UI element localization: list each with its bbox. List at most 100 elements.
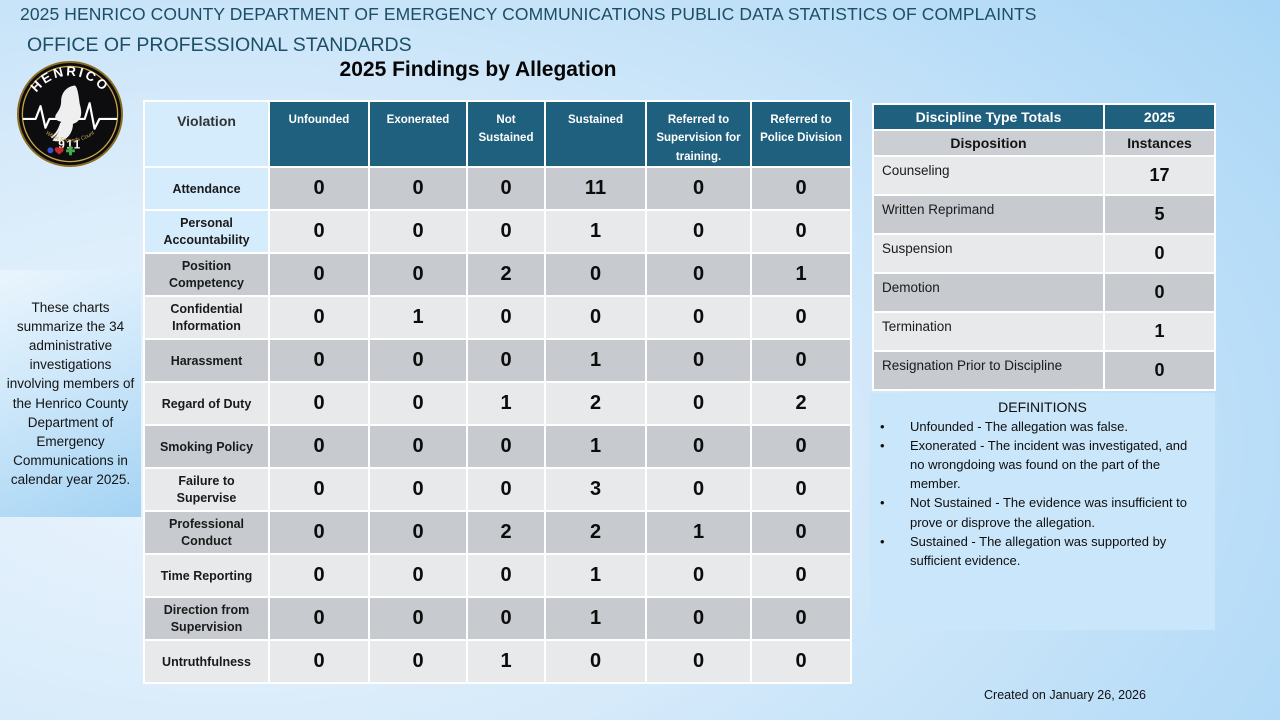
value-cell: 0 bbox=[468, 555, 544, 597]
value-cell: 0 bbox=[270, 555, 368, 597]
definitions-box: DEFINITIONS • Unfounded - The allegation … bbox=[870, 393, 1215, 630]
value-cell: 2 bbox=[752, 383, 850, 425]
disposition-cell: Resignation Prior to Discipline bbox=[874, 352, 1103, 389]
discipline-row: Written Reprimand 5 bbox=[874, 196, 1214, 233]
disposition-cell: Written Reprimand bbox=[874, 196, 1103, 233]
instances-cell: 0 bbox=[1105, 352, 1214, 389]
discipline-row: Resignation Prior to Discipline 0 bbox=[874, 352, 1214, 389]
violation-cell: Regard of Duty bbox=[145, 383, 268, 425]
value-cell: 0 bbox=[647, 426, 750, 468]
value-cell: 0 bbox=[370, 469, 466, 511]
summary-note: These charts summarize the 34 administra… bbox=[0, 270, 141, 517]
definition-text: Unfounded - The allegation was false. bbox=[910, 419, 1129, 434]
definition-item: • Sustained - The allegation was supporte… bbox=[880, 532, 1215, 570]
heart-icon bbox=[54, 147, 64, 155]
definition-text: Not Sustained - The evidence was insuffi… bbox=[910, 495, 1188, 530]
table-row: Position Competency 0 0 2 0 0 1 bbox=[145, 254, 850, 296]
value-cell: 1 bbox=[546, 598, 645, 640]
violation-column-header: Violation bbox=[145, 102, 268, 167]
value-cell: 2 bbox=[468, 512, 544, 554]
instances-column-header: Instances bbox=[1105, 131, 1214, 155]
section-title: 2025 Findings by Allegation bbox=[339, 58, 617, 81]
value-cell: 0 bbox=[468, 297, 544, 339]
violation-cell: Direction from Supervision bbox=[145, 598, 268, 640]
table-row: Direction from Supervision 0 0 0 1 0 0 bbox=[145, 598, 850, 640]
disposition-cell: Counseling bbox=[874, 157, 1103, 194]
value-cell: 1 bbox=[752, 254, 850, 296]
value-cell: 11 bbox=[546, 168, 645, 210]
disposition-column-header: Disposition bbox=[874, 131, 1103, 155]
value-cell: 0 bbox=[270, 254, 368, 296]
bullet-icon: • bbox=[880, 533, 885, 549]
value-cell: 0 bbox=[270, 469, 368, 511]
bullet-icon: • bbox=[880, 419, 885, 434]
value-cell: 0 bbox=[752, 340, 850, 382]
value-cell: 0 bbox=[752, 426, 850, 468]
finding-column-header: Sustained bbox=[546, 102, 645, 167]
value-cell: 0 bbox=[370, 641, 466, 683]
value-cell: 0 bbox=[647, 598, 750, 640]
disposition-cell: Suspension bbox=[874, 235, 1103, 272]
value-cell: 0 bbox=[468, 598, 544, 640]
value-cell: 0 bbox=[647, 555, 750, 597]
violation-cell: Attendance bbox=[145, 168, 268, 210]
value-cell: 3 bbox=[546, 469, 645, 511]
violation-cell: Untruthfulness bbox=[145, 641, 268, 683]
created-date: Created on January 26, 2026 bbox=[984, 688, 1146, 702]
table-row: Personal Accountability 0 0 0 1 0 0 bbox=[145, 211, 850, 253]
table-row: Professional Conduct 0 0 2 2 1 0 bbox=[145, 512, 850, 554]
discipline-row: Suspension 0 bbox=[874, 235, 1214, 272]
value-cell: 0 bbox=[270, 641, 368, 683]
discipline-title: Discipline Type Totals bbox=[874, 105, 1103, 129]
discipline-table: Discipline Type Totals 2025 Disposition … bbox=[872, 103, 1216, 391]
value-cell: 0 bbox=[370, 383, 466, 425]
value-cell: 0 bbox=[270, 426, 368, 468]
value-cell: 1 bbox=[546, 340, 645, 382]
instances-cell: 0 bbox=[1105, 274, 1214, 311]
value-cell: 0 bbox=[647, 469, 750, 511]
henrico-911-logo: HENRICO 911 When Seconds Count bbox=[16, 60, 124, 168]
definition-item: • Exonerated - The incident was investiga… bbox=[880, 436, 1215, 493]
value-cell: 0 bbox=[647, 641, 750, 683]
value-cell: 0 bbox=[546, 297, 645, 339]
value-cell: 1 bbox=[468, 383, 544, 425]
value-cell: 0 bbox=[468, 340, 544, 382]
bullet-icon: • bbox=[880, 438, 885, 454]
value-cell: 0 bbox=[752, 598, 850, 640]
value-cell: 0 bbox=[270, 340, 368, 382]
value-cell: 0 bbox=[270, 168, 368, 210]
value-cell: 0 bbox=[752, 641, 850, 683]
table-row: Smoking Policy 0 0 0 1 0 0 bbox=[145, 426, 850, 468]
value-cell: 0 bbox=[647, 340, 750, 382]
definitions-list: • Unfounded - The allegation was false. • E… bbox=[870, 417, 1215, 570]
table-row: Harassment 0 0 0 1 0 0 bbox=[145, 340, 850, 382]
value-cell: 0 bbox=[370, 555, 466, 597]
discipline-year: 2025 bbox=[1105, 105, 1214, 129]
value-cell: 0 bbox=[468, 426, 544, 468]
discipline-row: Counseling 17 bbox=[874, 157, 1214, 194]
value-cell: 0 bbox=[647, 297, 750, 339]
findings-table: Violation Unfounded Exonerated Not Sustaine… bbox=[143, 100, 852, 685]
findings-header-row: Violation Unfounded Exonerated Not Sustaine… bbox=[145, 102, 850, 167]
value-cell: 0 bbox=[752, 168, 850, 210]
table-row: Regard of Duty 0 0 1 2 0 2 bbox=[145, 383, 850, 425]
table-row: Confidential Information 0 1 0 0 0 0 bbox=[145, 297, 850, 339]
violation-cell: Smoking Policy bbox=[145, 426, 268, 468]
subtitle-office: OFFICE OF PROFESSIONAL STANDARDS bbox=[27, 34, 412, 56]
value-cell: 2 bbox=[546, 512, 645, 554]
value-cell: 1 bbox=[647, 512, 750, 554]
value-cell: 0 bbox=[468, 469, 544, 511]
value-cell: 0 bbox=[752, 555, 850, 597]
value-cell: 0 bbox=[270, 383, 368, 425]
value-cell: 0 bbox=[468, 211, 544, 253]
value-cell: 0 bbox=[752, 211, 850, 253]
instances-cell: 0 bbox=[1105, 235, 1214, 272]
definition-item: • Unfounded - The allegation was false. bbox=[880, 417, 1215, 436]
hair-strand-icon bbox=[50, 122, 63, 139]
violation-cell: Personal Accountability bbox=[145, 211, 268, 253]
discipline-title-row: Discipline Type Totals 2025 bbox=[874, 105, 1214, 129]
value-cell: 0 bbox=[647, 168, 750, 210]
blue-dot-icon bbox=[47, 147, 54, 154]
henrico-911-logo-svg: HENRICO 911 When Seconds Count bbox=[16, 60, 124, 168]
value-cell: 0 bbox=[647, 254, 750, 296]
